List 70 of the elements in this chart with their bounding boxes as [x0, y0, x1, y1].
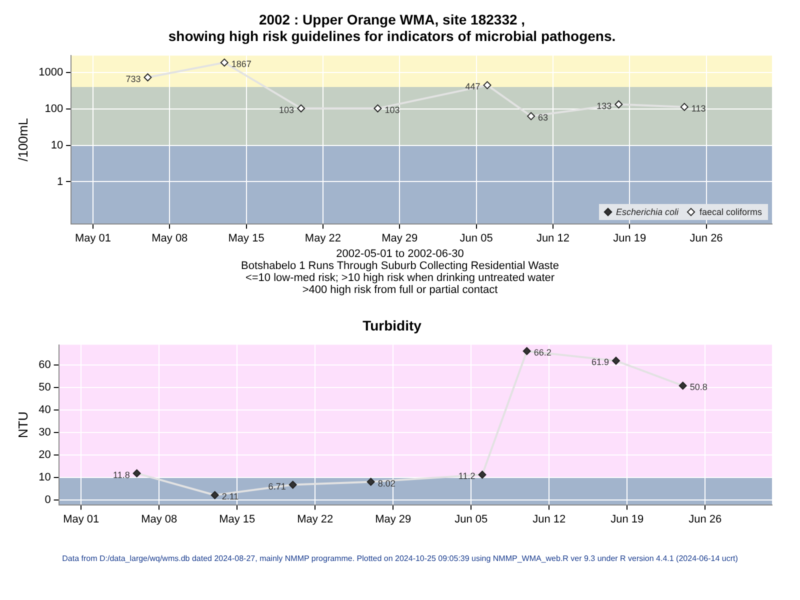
x-tick-label: Jun 19: [613, 232, 646, 244]
data-label: 733: [126, 74, 141, 84]
point: [614, 100, 623, 108]
x-tick-label: May 01: [74, 232, 112, 244]
y-tick-label: 1: [56, 176, 64, 188]
y-tick-label: 50: [38, 382, 51, 394]
point: [297, 104, 306, 112]
text: 2002-05-01 to 2002-06-30: [335, 248, 465, 260]
point: [220, 58, 228, 67]
data-label: 50.8: [690, 382, 708, 392]
point: [522, 347, 531, 356]
point: [210, 491, 219, 500]
point: [132, 469, 141, 478]
chart-title: Turbidity: [362, 317, 422, 334]
y-tick-label: 10: [38, 471, 51, 484]
y-tick-label: 10: [50, 139, 64, 152]
data-label: 66.2: [534, 348, 552, 358]
point: [483, 81, 492, 90]
data-label: 11.8: [112, 470, 130, 480]
data-label: 133: [596, 100, 612, 111]
legend-label: faecal coliforms: [699, 206, 762, 217]
point: [527, 112, 536, 120]
x-tick-label: May 15: [219, 513, 256, 526]
chart-title: 2002 : Upper Orange WMA, site 182332 , showing high risk guidelines for indicators of microbial pathogens.: [168, 11, 616, 44]
x-tick-label: May 22: [304, 232, 342, 244]
y-tick-label: 0: [44, 494, 51, 506]
point: [680, 102, 688, 111]
data-label: 447: [465, 82, 480, 92]
y-axis-title: NTU: [15, 411, 30, 438]
x-tick-label: Jun 12: [532, 513, 566, 526]
text: <=10 low-med risk; >10 high risk when drinking untreated water: [244, 272, 556, 284]
y-axis-title: /100mL: [15, 118, 30, 162]
x-tick-label: Jun 05: [460, 232, 493, 244]
x-tick-label: Jun 26: [688, 513, 722, 526]
x-tick-label: May 22: [297, 513, 334, 526]
y-tick-label: 100: [44, 102, 64, 115]
point: [374, 104, 382, 112]
point: [612, 356, 620, 365]
point: [678, 382, 687, 390]
data-label: 63: [538, 112, 548, 123]
x-tick-label: May 08: [141, 513, 178, 526]
x-tick-label: May 29: [382, 232, 418, 244]
y-tick-label: 60: [38, 359, 51, 372]
data-label: 6.71: [268, 481, 286, 492]
x-tick-label: Jun 05: [454, 513, 488, 526]
y-tick-label: 20: [38, 448, 51, 461]
text: Data from D:/data_large/wq/wms.db dated 2024-08-27, mainly NMMP programme. Plotted on 2024-10-25 09:05:39 using NMMP_WMA_web.R ver 9.3 under R version 4.4.1 (2024-06-14 ucrt): [61, 553, 739, 565]
x-tick-label: May 01: [63, 513, 100, 526]
point: [288, 480, 297, 489]
point: [366, 478, 375, 486]
x-tick-label: May 15: [228, 232, 264, 244]
data-label: 113: [691, 103, 706, 114]
x-tick-label: Jun 12: [536, 232, 570, 244]
data-label: 1867: [231, 59, 252, 70]
point: [478, 470, 486, 479]
x-tick-label: May 08: [152, 232, 188, 244]
x-tick-label: Jun 19: [610, 513, 644, 526]
x-tick-label: Jun 26: [690, 232, 723, 244]
text: >400 high risk from full or partial contact: [301, 284, 499, 296]
text: Botshabelo 1 Runs Through Suburb Collecting Residential Waste: [240, 260, 560, 272]
data-label: 103: [279, 104, 294, 115]
data-label: 11.2: [458, 471, 476, 482]
x-tick-label: May 29: [375, 513, 412, 526]
y-tick-label: 30: [38, 426, 51, 438]
data-label: 61.9: [591, 357, 609, 368]
legend-label: Escherichia coli: [616, 206, 678, 217]
point: [144, 73, 152, 82]
y-tick-label: 1000: [38, 66, 64, 78]
y-tick-label: 40: [38, 404, 51, 416]
data-label: 103: [384, 104, 400, 115]
